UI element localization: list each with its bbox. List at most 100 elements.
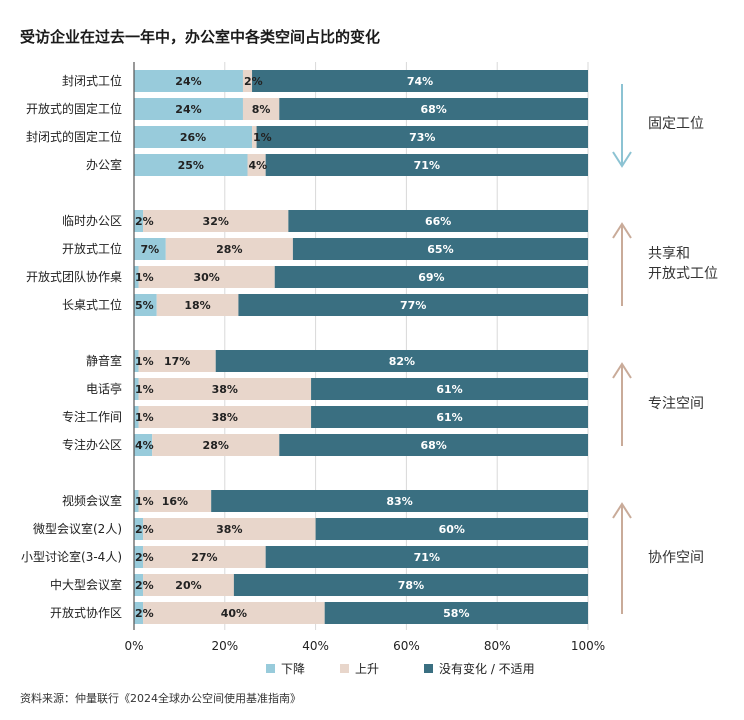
data-label: 26% [180, 131, 206, 144]
legend-swatch [424, 664, 433, 673]
bar-segment [152, 434, 280, 456]
group-arrow-up-icon [612, 362, 632, 379]
bar-segment [143, 546, 266, 568]
group-label: 开放式工位 [648, 266, 718, 282]
group-arrow-down-icon [612, 151, 632, 168]
data-label: 24% [175, 103, 201, 116]
x-axis: 0% 20% 40% 60% 80% 100% [124, 62, 605, 653]
data-label: 38% [212, 383, 238, 396]
bar-segment [143, 602, 325, 624]
bar-segment [238, 294, 589, 316]
data-label: 38% [216, 523, 242, 536]
data-label: 4% [135, 439, 154, 452]
bar-segment [138, 378, 312, 400]
bar-segment [274, 266, 588, 288]
chart-title: 受访企业在过去一年中，办公室中各类空间占比的变化 [20, 28, 381, 46]
bar-segment [134, 154, 248, 176]
category-label: 长桌式工位 [62, 297, 122, 312]
bar-segment [288, 210, 588, 232]
value-labels: 24% 2% 74% 24% 8% 68% 26% 1% 73% 25% 4% 71% 2% 32% 66%… [135, 75, 470, 620]
data-label: 40% [221, 607, 247, 620]
data-label: 24% [175, 75, 201, 88]
data-label: 2% [135, 523, 154, 536]
group-label: 协作空间 [648, 550, 704, 566]
bar-segment [311, 406, 588, 428]
category-label: 静音室 [86, 353, 122, 368]
data-label: 17% [164, 355, 190, 368]
data-label: 32% [203, 215, 229, 228]
legend-swatch [340, 664, 349, 673]
bar-segment [138, 266, 275, 288]
category-label: 封闭式的固定工位 [26, 129, 122, 144]
data-label: 78% [398, 579, 424, 592]
bar-segment [134, 602, 144, 624]
bar-segment [134, 546, 144, 568]
data-label: 73% [409, 131, 435, 144]
bar-segment [252, 126, 257, 148]
bar-segment [134, 238, 166, 260]
bar-segment [292, 238, 588, 260]
legend: 下降 上升 没有变化 / 不适用 [266, 661, 535, 676]
data-label: 38% [212, 411, 238, 424]
bar-segment [215, 350, 588, 372]
data-label: 2% [135, 579, 154, 592]
bar-segment [143, 210, 289, 232]
category-label: 开放式的固定工位 [26, 101, 122, 116]
group-label: 固定工位 [648, 116, 704, 132]
bar-segment [265, 154, 588, 176]
bar-segment [134, 574, 144, 596]
category-labels: 封闭式工位开放式的固定工位封闭式的固定工位办公室临时办公区开放式工位开放式团队协… [21, 73, 122, 620]
bar-segment [324, 602, 588, 624]
bar-segment [233, 574, 588, 596]
data-label: 4% [249, 159, 268, 172]
x-tick-label: 80% [484, 639, 511, 653]
data-label: 71% [414, 551, 440, 564]
data-label: 60% [439, 523, 465, 536]
data-label: 8% [252, 103, 271, 116]
stacked-bar-chart: 封闭式工位开放式的固定工位封闭式的固定工位办公室临时办公区开放式工位开放式团队协… [21, 62, 718, 676]
bar-segment [156, 294, 239, 316]
data-label: 2% [135, 607, 154, 620]
bar-segment [311, 378, 588, 400]
data-label: 61% [436, 411, 462, 424]
bar-segment [247, 154, 266, 176]
category-label: 专注工作间 [62, 409, 122, 424]
data-label: 30% [193, 271, 219, 284]
bar-segment [279, 98, 588, 120]
category-label: 临时办公区 [62, 213, 122, 228]
category-label: 微型会议室(2人) [33, 521, 122, 536]
data-label: 28% [216, 243, 242, 256]
group-arrow-up-icon [612, 502, 632, 519]
data-label: 25% [178, 159, 204, 172]
category-label: 封闭式工位 [62, 73, 122, 88]
category-label: 专注办公区 [62, 437, 122, 452]
x-tick-label: 60% [393, 639, 420, 653]
bar-segment [134, 350, 139, 372]
group-label: 共享和 [648, 245, 690, 262]
bar-segment [138, 490, 212, 512]
bar-segment [252, 70, 589, 92]
category-label: 视频会议室 [62, 493, 122, 508]
category-label: 中大型会议室 [50, 577, 122, 592]
x-tick-label: 100% [571, 639, 605, 653]
data-label: 1% [135, 495, 154, 508]
bar-segment [143, 518, 316, 540]
bar-segment [211, 490, 588, 512]
group-label: 专注空间 [648, 396, 704, 412]
data-label: 2% [135, 551, 154, 564]
bar-segment [315, 518, 588, 540]
data-label: 1% [135, 271, 154, 284]
bar-segment [242, 98, 280, 120]
data-label: 16% [162, 495, 188, 508]
bar-segment [138, 350, 216, 372]
bar-segment [134, 378, 139, 400]
data-label: 71% [414, 159, 440, 172]
x-tick-label: 40% [302, 639, 329, 653]
bar-segment [134, 98, 243, 120]
data-label: 5% [135, 299, 154, 312]
bars [134, 70, 589, 624]
category-label: 电话亭 [86, 381, 122, 396]
bar-segment [242, 70, 253, 92]
category-label: 开放式团队协作桌 [26, 269, 122, 284]
data-label: 7% [141, 243, 160, 256]
